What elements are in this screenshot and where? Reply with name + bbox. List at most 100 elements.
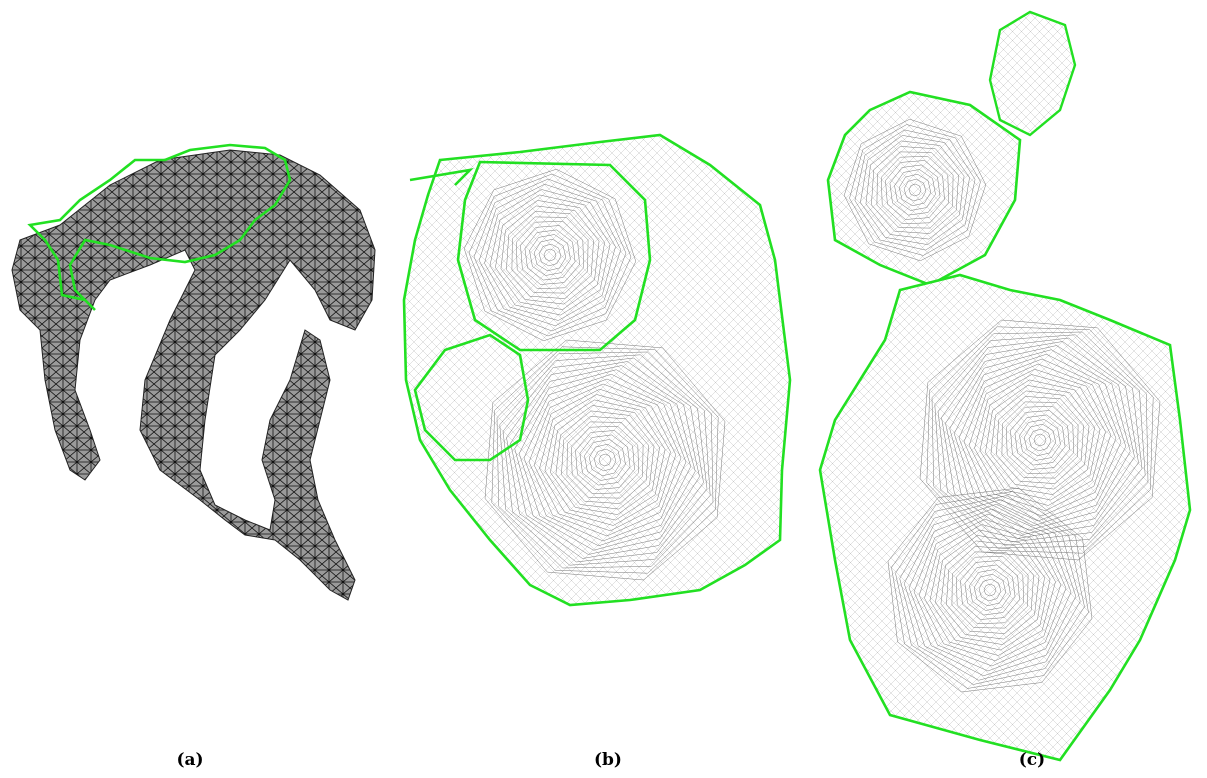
mesh-ring: [945, 345, 1135, 535]
mesh-ring: [865, 140, 965, 240]
mesh-ring: [502, 357, 708, 563]
mesh-ring: [963, 363, 1117, 517]
mesh-ring: [860, 135, 970, 245]
mesh-ring: [544, 399, 666, 521]
mesh-ring: [903, 178, 927, 202]
mesh-ring: [593, 448, 617, 472]
mesh-ring: [506, 211, 594, 299]
mesh-ring: [974, 374, 1106, 506]
mesh-ring: [929, 529, 1051, 651]
mesh-ring: [937, 337, 1143, 543]
mesh-ring: [973, 573, 1007, 607]
mesh-ring: [496, 351, 714, 569]
mesh-ring: [575, 430, 635, 490]
mesh-ring: [940, 540, 1040, 640]
mesh-ring: [990, 390, 1090, 490]
mesh-ring: [484, 189, 616, 321]
mesh-ring: [561, 416, 649, 504]
mesh-ring: [969, 569, 1011, 611]
mesh-ring: [983, 583, 997, 597]
caption: (c): [1019, 750, 1045, 770]
mesh-ring: [528, 383, 682, 537]
mesh-ring: [843, 118, 987, 262]
mesh-ring: [968, 368, 1112, 512]
mesh-ring: [956, 556, 1024, 624]
mesh-ring: [895, 495, 1085, 685]
mesh-ring: [918, 518, 1062, 662]
panel-c-mesh: [818, 10, 1192, 762]
mesh-ring: [889, 164, 941, 216]
mesh-ring: [908, 183, 922, 197]
mesh-ring: [899, 499, 1081, 681]
mesh-ring: [919, 319, 1161, 561]
mesh-ring: [849, 124, 981, 256]
mesh-ring: [891, 491, 1089, 689]
mesh-ring: [520, 225, 580, 285]
mesh-ring: [484, 339, 726, 581]
mesh-ring: [468, 173, 632, 337]
mesh-ring: [985, 385, 1095, 495]
mesh-ring: [500, 205, 600, 305]
mesh-ring: [516, 221, 584, 289]
mesh-ring: [584, 439, 626, 481]
panel-b-mesh: [402, 133, 792, 607]
caption: (a): [176, 750, 203, 770]
mesh-ring: [996, 396, 1084, 484]
mesh-ring: [524, 229, 576, 281]
mesh-ring: [543, 248, 557, 262]
mesh-ring: [1033, 433, 1047, 447]
mesh-ring: [506, 361, 704, 559]
mesh-ring: [894, 169, 936, 211]
mesh-ring: [473, 178, 627, 332]
mesh-ring: [935, 535, 1045, 645]
mesh-ring: [903, 503, 1077, 677]
mesh-ring: [1014, 414, 1066, 466]
mesh-ring: [1001, 401, 1079, 479]
mesh-ring: [958, 358, 1122, 522]
mesh-ring: [539, 394, 671, 526]
mesh-ring: [1006, 406, 1074, 474]
mesh-ring: [979, 379, 1101, 501]
mesh-ring: [533, 388, 677, 532]
mesh-ring: [941, 341, 1139, 539]
mesh-ring: [926, 326, 1154, 554]
mesh-ring: [871, 146, 959, 234]
mesh-ring: [1019, 419, 1061, 461]
mesh-ring: [949, 349, 1131, 531]
mesh-ring: [571, 426, 639, 494]
mesh-ring: [881, 156, 949, 224]
mesh-ring: [960, 560, 1020, 620]
mesh-ring: [1023, 423, 1057, 457]
mesh-ring: [550, 405, 660, 515]
mesh-ring: [934, 334, 1146, 546]
mesh-ring: [876, 151, 954, 229]
mesh-ring: [478, 183, 622, 327]
mesh-ring: [598, 453, 612, 467]
mesh-ring: [588, 443, 622, 477]
mesh-ring: [538, 243, 562, 267]
mesh-ring: [1028, 428, 1052, 452]
mesh-ring: [913, 513, 1067, 667]
mesh-ring: [953, 353, 1127, 527]
mesh-ring: [533, 238, 567, 272]
mesh-ring: [978, 578, 1002, 602]
mesh-ring: [964, 564, 1016, 616]
mesh-ring: [514, 369, 696, 551]
mesh-ring: [523, 378, 687, 542]
mesh-ring: [579, 434, 631, 486]
mesh-ring: [499, 354, 711, 566]
mesh-ring: [489, 194, 611, 316]
panel-a-mesh: [11, 143, 376, 601]
mesh-ring: [854, 129, 976, 251]
mesh-ring: [495, 200, 605, 310]
mesh-ring: [898, 173, 932, 207]
mesh-ring: [566, 421, 644, 499]
mesh-ring: [529, 234, 571, 276]
caption: (b): [594, 750, 622, 770]
mesh-ring: [463, 168, 637, 342]
mesh-ring: [924, 524, 1056, 656]
mesh-ring: [887, 487, 1093, 693]
mesh-ring: [518, 373, 692, 547]
